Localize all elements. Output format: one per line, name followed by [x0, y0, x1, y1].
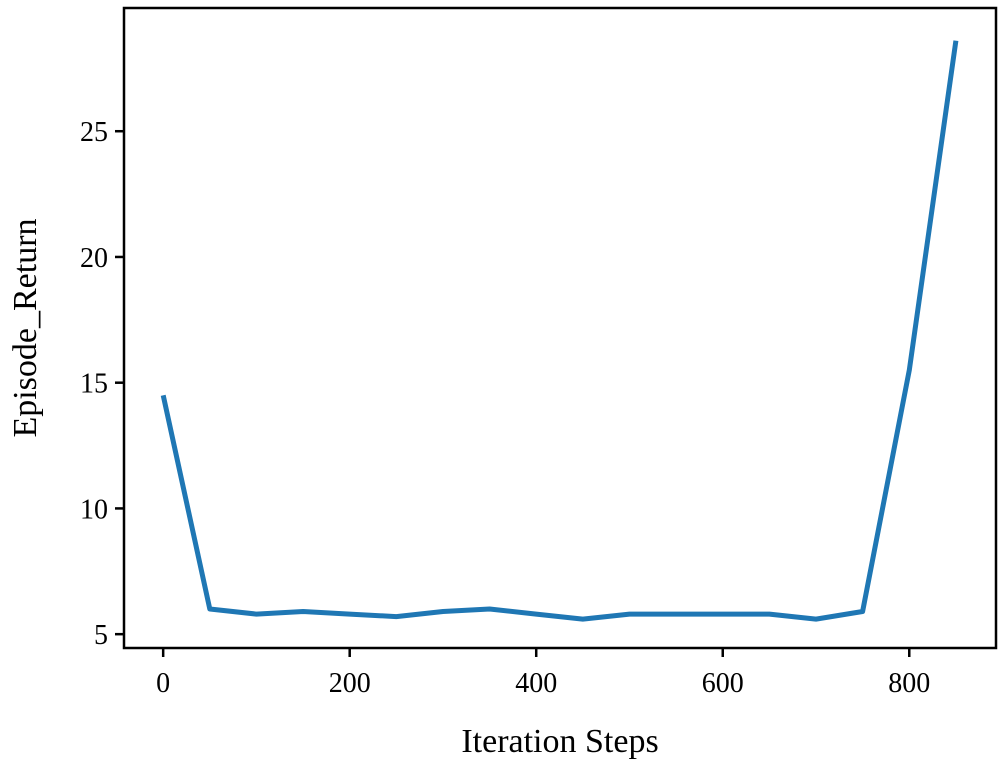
series-line: [160, 40, 959, 622]
plot-area: [160, 40, 959, 622]
y-axis-ticks: 5 10 15 20 25: [80, 117, 124, 651]
y-tick-label: 15: [80, 369, 108, 400]
x-tick-label: 600: [702, 668, 744, 699]
x-tick-label: 200: [329, 668, 371, 699]
y-tick-label: 10: [80, 494, 108, 525]
x-tick-label: 800: [888, 668, 930, 699]
x-axis-ticks: 0 200 400 600 800: [156, 648, 930, 699]
y-tick-label: 25: [80, 117, 108, 148]
y-tick-label: 20: [80, 243, 108, 274]
x-tick-label: 0: [156, 668, 170, 699]
y-tick-label: 5: [94, 620, 108, 651]
y-axis-label: Episode_Return: [7, 218, 44, 437]
x-axis-label: Iteration Steps: [461, 723, 658, 760]
x-tick-label: 400: [515, 668, 557, 699]
plot-frame: [122, 6, 998, 650]
